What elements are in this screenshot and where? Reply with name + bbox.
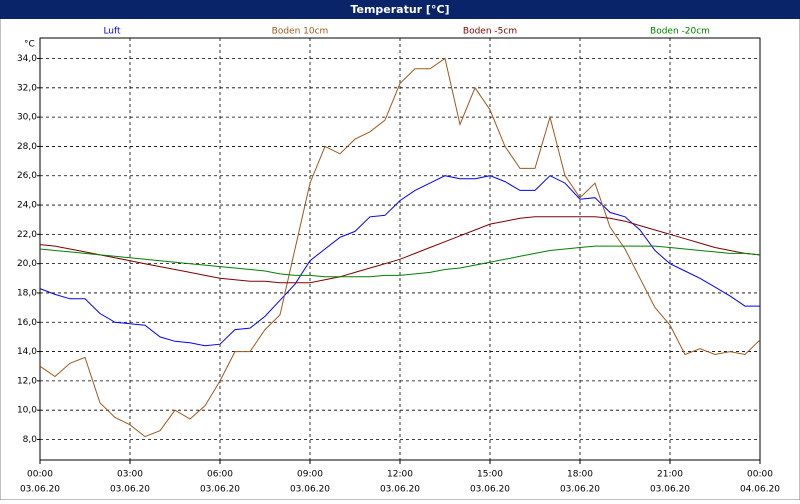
title-bar	[0, 0, 800, 19]
y-tick-label: 26,0	[17, 171, 37, 181]
y-tick-label: 20,0	[17, 259, 37, 269]
x-tick-label: 15:00	[477, 470, 503, 480]
x-tick-date: 03.06.20	[110, 485, 150, 495]
x-tick-date: 03.06.20	[290, 485, 330, 495]
legend-label: Boden -20cm	[650, 27, 710, 37]
x-tick-label: 18:00	[567, 470, 593, 480]
x-tick-label: 03:00	[117, 470, 143, 480]
y-unit: °C	[24, 40, 35, 50]
x-tick-label: 12:00	[387, 470, 413, 480]
y-tick-label: 34,0	[17, 54, 37, 64]
series-line	[39, 175, 760, 347]
series-line	[39, 57, 761, 438]
x-tick-label: 00:00	[27, 470, 53, 480]
y-tick-label: 28,0	[17, 142, 37, 152]
y-tick-label: 32,0	[17, 83, 37, 93]
y-tick-label: 30,0	[17, 113, 37, 123]
series-line	[39, 216, 761, 284]
x-tick-label: 09:00	[297, 470, 323, 480]
y-tick-label: 24,0	[17, 201, 37, 211]
x-tick-date: 03.06.20	[380, 485, 420, 495]
legend-label: Boden 10cm	[272, 27, 329, 37]
x-tick-date: 03.06.20	[650, 485, 690, 495]
y-tick-label: 18,0	[17, 288, 37, 298]
y-tick-label: 22,0	[17, 230, 37, 240]
chart-title: Temperatur [°C]	[350, 3, 449, 16]
series-line	[39, 245, 761, 278]
legend-label: Boden -5cm	[463, 27, 517, 37]
y-tick-label: 10,0	[17, 406, 37, 416]
y-tick-label: 12,0	[17, 376, 37, 386]
x-tick-date: 04.06.20	[740, 485, 780, 495]
y-tick-label: 8,0	[23, 435, 38, 445]
legend-label: Luft	[103, 27, 121, 37]
y-tick-label: 16,0	[17, 318, 37, 328]
y-tick-label: 14,0	[17, 347, 37, 357]
x-tick-label: 00:00	[747, 470, 773, 480]
x-tick-date: 03.06.20	[200, 485, 240, 495]
x-tick-label: 06:00	[207, 470, 233, 480]
x-tick-date: 03.06.20	[470, 485, 510, 495]
x-tick-label: 21:00	[657, 470, 683, 480]
x-tick-date: 03.06.20	[20, 485, 60, 495]
x-tick-date: 03.06.20	[560, 485, 600, 495]
